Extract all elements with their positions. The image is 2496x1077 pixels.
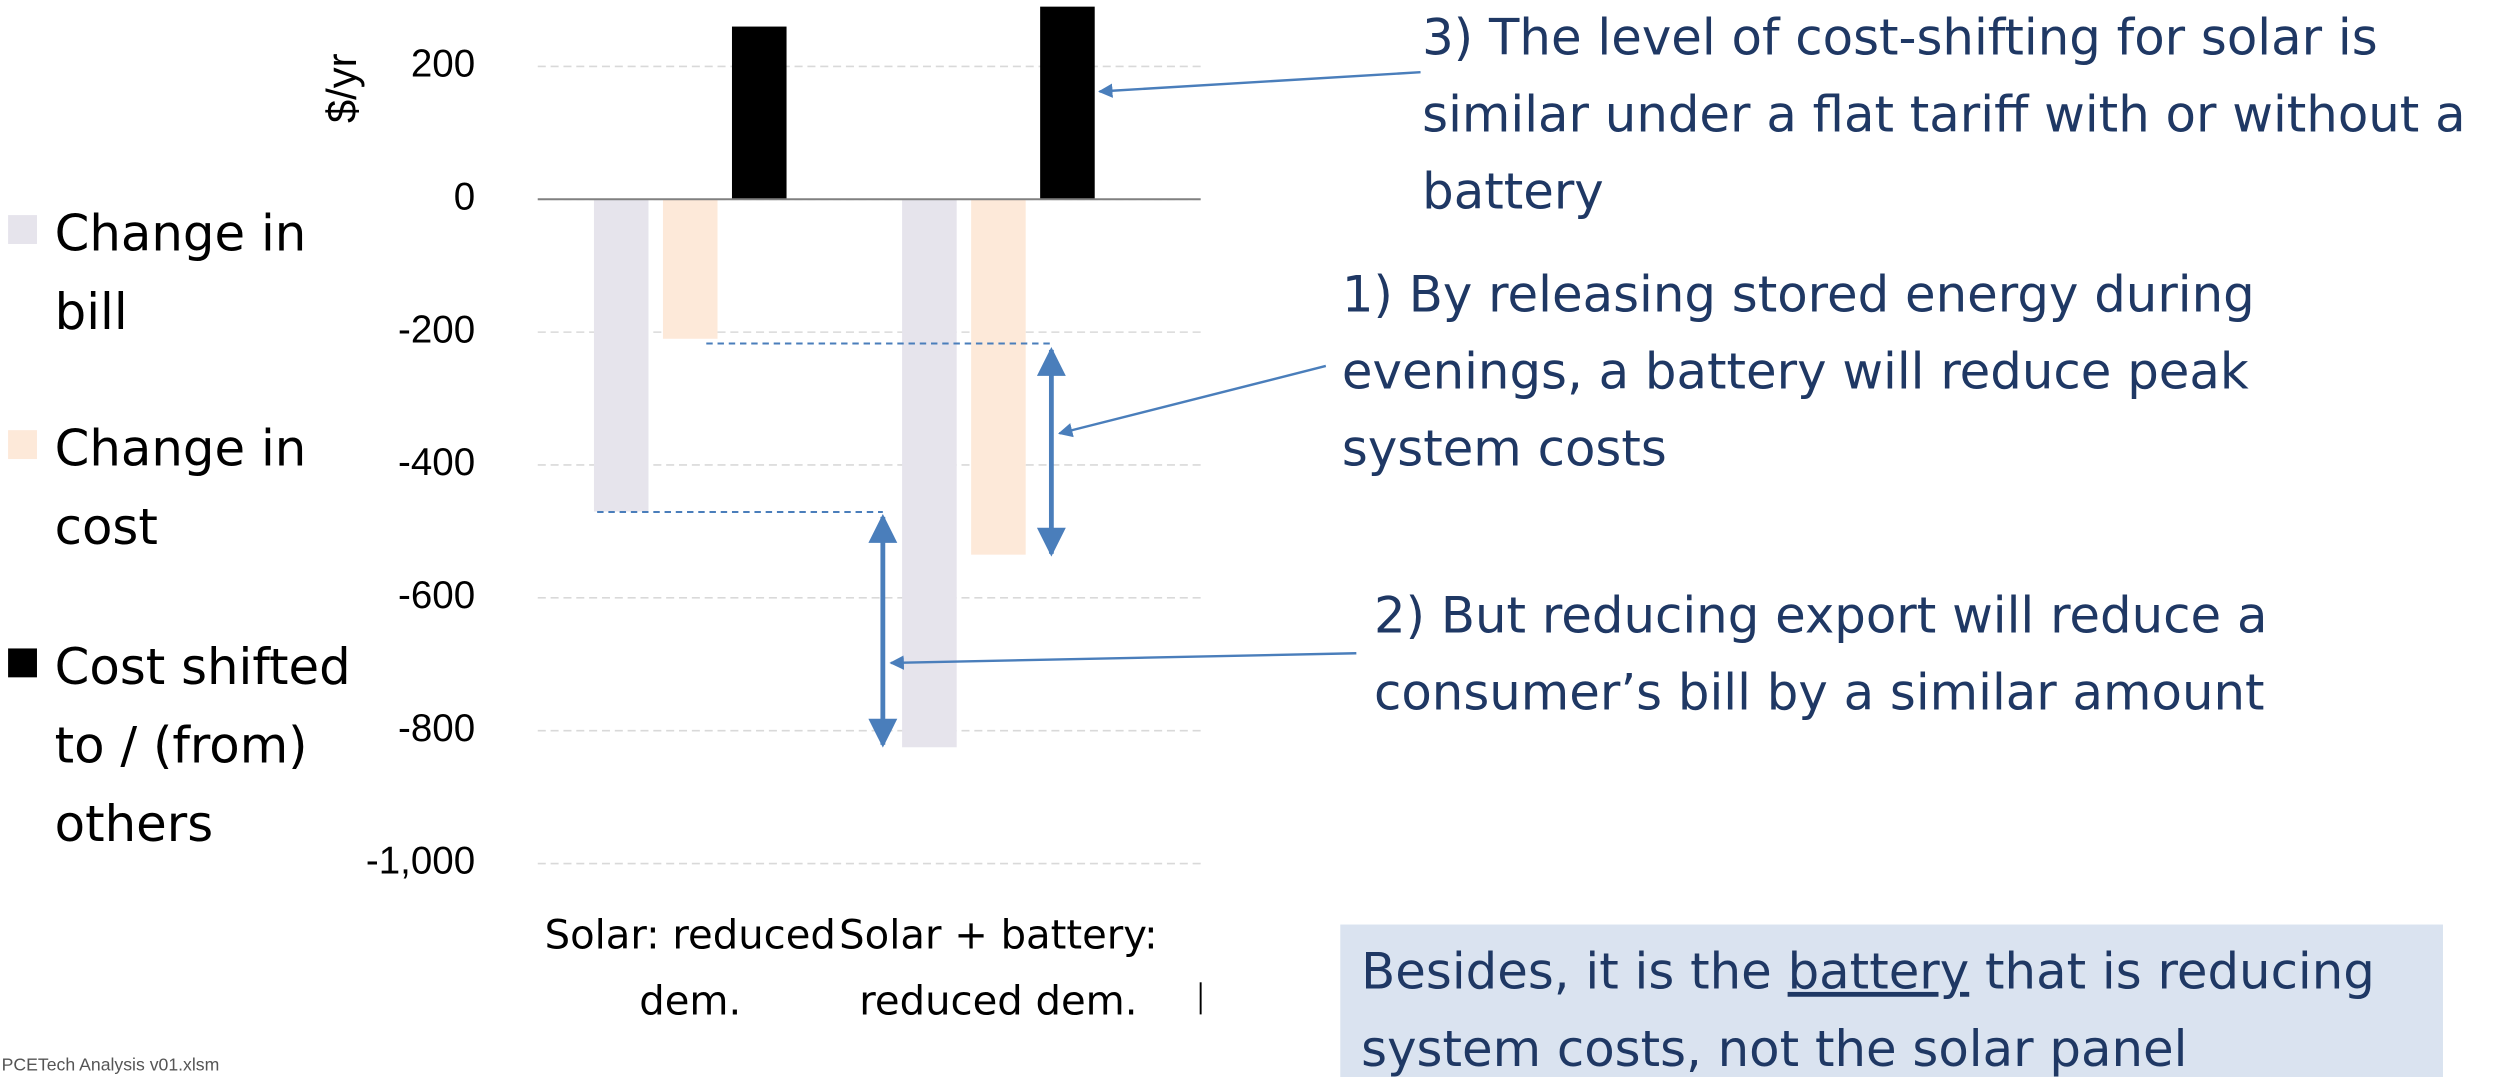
x-tick-label: Solar: reduced dem. xyxy=(544,911,836,1025)
callout-text: Besides, it is the xyxy=(1361,943,1788,1002)
bar xyxy=(593,199,649,512)
callout: Besides, it is the battery that is reduc… xyxy=(1361,934,2436,1077)
arrow xyxy=(889,652,1357,670)
callout-text: that is reducing system costs, not the s… xyxy=(1361,943,2375,1077)
bar xyxy=(662,199,718,339)
callout-emphasis: battery xyxy=(1787,943,1970,1002)
legend-entry: Cost shifted to / (from) others xyxy=(54,638,351,854)
legend-swatch xyxy=(8,430,37,460)
annotation: 3) The level of cost-shifting for solar … xyxy=(1422,9,2466,222)
annotation-text: 3) The level of cost-shifting for solar … xyxy=(1422,9,2466,222)
arrow xyxy=(1098,71,1421,98)
annotation-text: 2) But reducing export will reduce a con… xyxy=(1373,587,2268,723)
y-tick-label: 200 xyxy=(411,43,475,86)
y-tick-label: 0 xyxy=(454,175,475,218)
y-tick-label: -400 xyxy=(398,441,475,484)
legend-entry-text: Change in bill xyxy=(54,205,307,342)
annotation: 1) By releasing stored energy during eve… xyxy=(1341,266,2255,479)
x-tick-label: Solar + battery: reduced dem. xyxy=(839,911,1158,1025)
bar xyxy=(902,199,957,748)
x-tick-label-text: Solar + battery: reduced dem. xyxy=(839,911,1158,1025)
legend-entry: Change in cost xyxy=(54,420,307,557)
legend-entry-text: Change in cost xyxy=(54,420,307,557)
annotation-text: 1) By releasing stored energy during eve… xyxy=(1341,266,2255,479)
bar xyxy=(971,199,1026,555)
y-tick-label: -1,000 xyxy=(366,840,475,883)
legend-entry: Change in bill xyxy=(54,205,307,342)
legend-swatch xyxy=(8,648,37,678)
callout-box xyxy=(1340,924,2443,1077)
source: PCETech Analysis v01.xlsm xyxy=(2,1054,220,1074)
callout-text: Besides, it is the battery that is reduc… xyxy=(1361,934,2436,1077)
x-tick-label-text: Solar: reduced dem. xyxy=(544,911,836,1025)
y-tick-label: -800 xyxy=(398,707,475,750)
arrow xyxy=(1058,364,1327,438)
y-tick-label: -600 xyxy=(398,574,475,617)
y-tick-label: -200 xyxy=(398,308,475,351)
plot-area: -1,000 -800 -600 -400 -200 0 200 xyxy=(366,6,1201,883)
annotation: 2) But reducing export will reduce a con… xyxy=(1373,587,2268,723)
bar xyxy=(731,26,787,200)
bar xyxy=(1040,6,1095,200)
annotation-arrows xyxy=(597,71,1421,748)
y-axis-label: $/yr xyxy=(318,53,365,123)
legend-entry-text: Cost shifted to / (from) others xyxy=(54,638,351,854)
legend-swatch xyxy=(8,215,37,244)
